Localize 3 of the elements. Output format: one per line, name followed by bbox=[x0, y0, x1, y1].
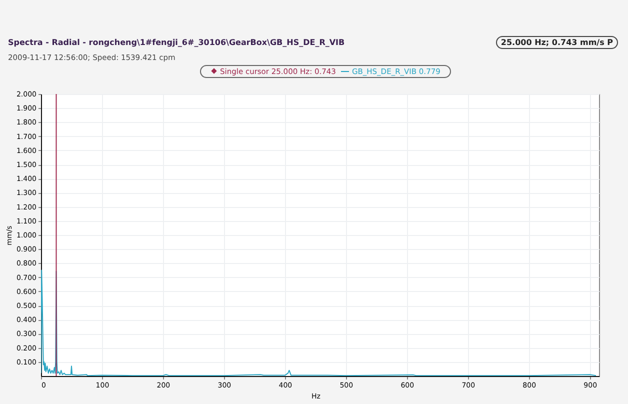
chart-title: Spectra - Radial - rongcheng\1#fengji_6#_30106\GearBox\GB_HS_DE_R_VIB bbox=[8, 38, 345, 47]
line-series bbox=[41, 270, 596, 376]
text: 25.000 Hz; 0.743 mm/s P bbox=[496, 36, 618, 49]
